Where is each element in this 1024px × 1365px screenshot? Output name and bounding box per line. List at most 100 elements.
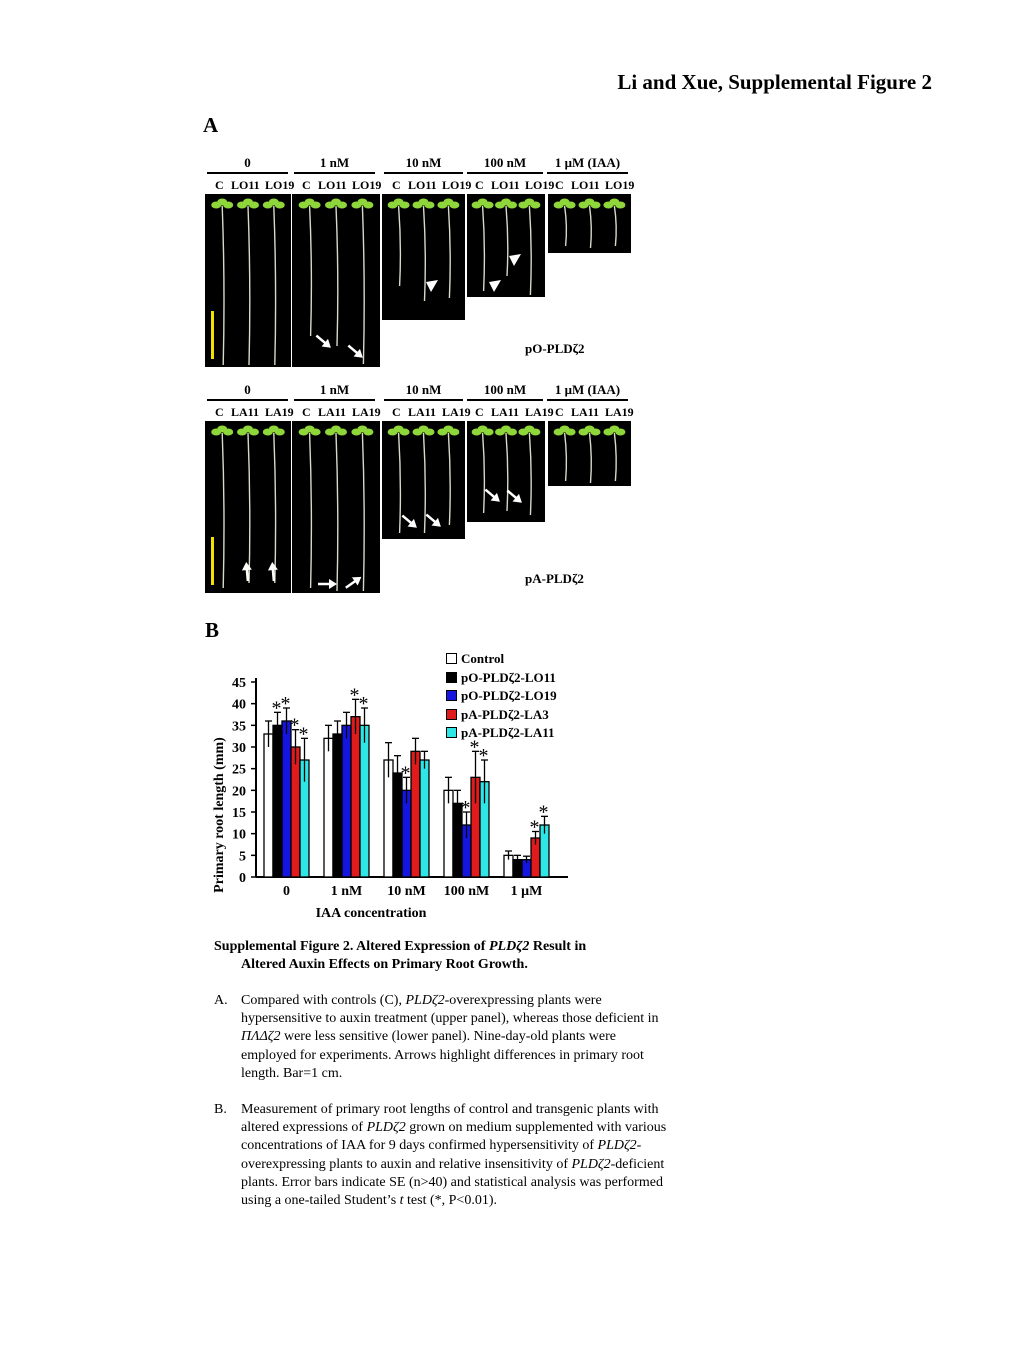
- y-tick-label: 10: [232, 828, 246, 843]
- root: [397, 205, 402, 287]
- arrow-icon: [267, 562, 278, 582]
- concentration-underline: [294, 172, 375, 174]
- leaf: [357, 198, 368, 206]
- significance-marker: *: [299, 723, 309, 745]
- lower-panel-label: pA-PLDζ2: [525, 571, 584, 586]
- legend-label: Control: [461, 651, 505, 666]
- genotype-label: C: [215, 405, 224, 419]
- arrow-icon: [509, 254, 521, 266]
- genotype-label: C: [302, 405, 311, 419]
- caption-text: t: [399, 1193, 404, 1209]
- genotype-label: LA11: [571, 405, 600, 419]
- leaf: [443, 198, 454, 206]
- leaf: [331, 425, 341, 433]
- bar: [281, 720, 292, 878]
- seedling-photo: [548, 194, 631, 253]
- figure-title: Li and Xue, Supplemental Figure 2: [617, 70, 932, 94]
- root: [247, 205, 251, 366]
- caption-text: Measurement of primary root lengths of c…: [241, 1102, 659, 1136]
- root: [361, 205, 365, 365]
- seedling-photo: [292, 194, 380, 367]
- concentration-label: 100 nM: [483, 155, 527, 170]
- root: [221, 432, 225, 589]
- leaf: [243, 425, 253, 433]
- genotype-label: LA11: [231, 405, 260, 419]
- arrow-icon: [484, 488, 500, 502]
- caption-title-part: Result in: [529, 939, 587, 954]
- genotype-label: LA19: [525, 405, 554, 419]
- genotype-label: LO11: [408, 178, 437, 192]
- root: [528, 432, 532, 516]
- root: [563, 205, 568, 247]
- genotype-label: LO11: [231, 178, 260, 192]
- y-tick-label: 45: [232, 676, 246, 691]
- genotype-label: C: [392, 405, 401, 419]
- bar: [359, 724, 370, 878]
- significance-marker: *: [479, 745, 489, 767]
- y-tick-label: 0: [239, 871, 246, 886]
- legend-swatch: [446, 708, 457, 720]
- bar-chart: Primary root length (mm) IAA concentrati…: [212, 676, 568, 921]
- leaf: [418, 425, 429, 433]
- arrow-icon: [506, 489, 522, 503]
- root: [397, 432, 402, 534]
- caption-gene: PLDζ2: [488, 939, 530, 954]
- significance-marker: *: [539, 801, 549, 823]
- genotype-label: C: [475, 178, 484, 192]
- concentration-label: 1 μM (IAA): [554, 155, 621, 170]
- root: [361, 432, 365, 592]
- caption-text: -overexpressing plants were hypersensiti…: [241, 993, 659, 1027]
- arrow-icon: [315, 334, 331, 348]
- significance-marker: *: [272, 697, 282, 719]
- leaf: [418, 198, 429, 206]
- legend-swatch: [446, 690, 457, 701]
- caption-title-line2: Altered Auxin Effects on Primary Root Gr…: [241, 957, 528, 973]
- concentration-label: 10 nM: [405, 382, 442, 397]
- seedling-photo: [382, 421, 465, 539]
- genotype-label: LA19: [605, 405, 634, 419]
- leaf: [559, 198, 570, 206]
- x-tick-label: 10 nM: [387, 884, 426, 899]
- caption-gene: PLDζ2: [571, 1156, 611, 1172]
- leaf: [268, 198, 279, 206]
- bar: [383, 759, 394, 878]
- panel-a-letter: A: [203, 113, 219, 137]
- caption-text: test (*, P<0.01).: [403, 1193, 497, 1209]
- arrow-icon: [345, 576, 362, 589]
- genotype-label: LA11: [491, 405, 520, 419]
- y-tick-label: 15: [232, 806, 246, 821]
- concentration-underline: [384, 399, 463, 401]
- caption-text: Compared with controls (C),: [241, 993, 406, 1008]
- bar: [323, 737, 334, 878]
- concentration-label: 100 nM: [483, 382, 527, 397]
- legend-item: pO-PLDζ2-LO19: [446, 688, 557, 704]
- bar: [341, 724, 352, 878]
- root: [613, 432, 617, 482]
- caption-item-a-letter: A.: [214, 993, 228, 1008]
- arrow-icon: [425, 513, 441, 527]
- legend-label: pA-PLDζ2-LA3: [461, 706, 549, 722]
- seedling-photo: [467, 194, 545, 297]
- root: [563, 432, 568, 482]
- bar: [332, 733, 343, 878]
- root: [308, 205, 313, 337]
- genotype-label: C: [302, 178, 311, 192]
- concentration-underline: [467, 399, 543, 401]
- seedling-photo: [548, 421, 631, 486]
- root: [273, 205, 277, 366]
- genotype-label: LO11: [571, 178, 600, 192]
- leaf: [584, 198, 595, 206]
- leaf: [393, 198, 404, 206]
- leaf: [217, 425, 228, 433]
- leaf: [559, 425, 570, 433]
- leaf: [477, 198, 488, 206]
- genotype-label: LO11: [318, 178, 347, 192]
- root: [588, 205, 592, 249]
- x-tick-label: 0: [283, 884, 290, 899]
- panel-b-letter: B: [205, 618, 220, 642]
- leaf: [477, 425, 488, 433]
- significance-marker: *: [401, 762, 411, 784]
- genotype-label: LA19: [352, 405, 381, 419]
- genotype-label: LA19: [442, 405, 471, 419]
- legend-swatch: [446, 653, 457, 664]
